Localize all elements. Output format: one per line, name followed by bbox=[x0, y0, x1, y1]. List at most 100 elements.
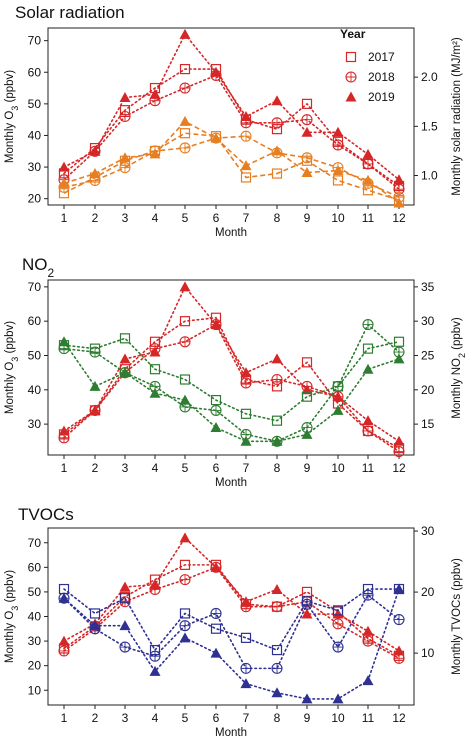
data-point-no2-o3-2018-m11 bbox=[362, 425, 374, 437]
data-point-tvocs-secondary-2019-m2 bbox=[89, 620, 101, 631]
data-point-tvocs-secondary-2018-m7 bbox=[240, 662, 252, 674]
y-axis-label-right: Monthly solar radiation (MJ/m²) bbox=[451, 37, 463, 196]
data-point-no2-secondary-2017-m5 bbox=[179, 374, 191, 385]
y-tick-label-right: 30 bbox=[421, 314, 435, 328]
data-point-solar-o3-2018-m10 bbox=[332, 139, 344, 151]
data-point-no2-o3-2017-m9 bbox=[301, 357, 313, 368]
data-point-no2-secondary-2019-m11 bbox=[362, 363, 374, 374]
data-point-no2-o3-2018-m7 bbox=[240, 377, 252, 389]
data-point-solar-secondary-2019-m9 bbox=[301, 167, 313, 178]
x-tick-label: 10 bbox=[331, 211, 345, 225]
x-tick-label: 4 bbox=[152, 711, 159, 725]
data-point-tvocs-o3-2019-m7 bbox=[240, 596, 252, 607]
x-tick-label: 2 bbox=[92, 461, 99, 475]
data-point-tvocs-o3-2019-m9 bbox=[301, 608, 313, 619]
data-point-tvocs-o3-2019-m4 bbox=[149, 579, 161, 590]
data-point-no2-o3-2019-m8 bbox=[271, 353, 283, 364]
y-tick-label-left: 50 bbox=[28, 348, 42, 362]
data-point-tvocs-secondary-2017-m6 bbox=[210, 623, 222, 634]
right-axis-label-no2: Monthly NO2 (ppbv) bbox=[451, 317, 467, 419]
x-tick-label: 4 bbox=[152, 211, 159, 225]
series-line-no2-o3-2017 bbox=[63, 316, 400, 449]
data-point-no2-secondary-2017-m12 bbox=[393, 336, 405, 347]
plot-frame-solar bbox=[47, 27, 415, 206]
series-line-solar-o3-2018 bbox=[63, 74, 400, 190]
x-tick-label: 11 bbox=[362, 711, 375, 725]
series-line-tvocs-o3-2018 bbox=[63, 566, 400, 660]
data-point-tvocs-secondary-2018-m11 bbox=[362, 589, 374, 601]
y-tick-label-left: 20 bbox=[28, 659, 42, 673]
y-tick-label-left: 60 bbox=[28, 65, 42, 79]
y-tick-label-left: 50 bbox=[28, 585, 42, 599]
x-tick-label: 2 bbox=[92, 711, 99, 725]
data-point-no2-o3-2019-m7 bbox=[240, 367, 252, 378]
data-point-no2-secondary-2019-m8 bbox=[271, 435, 283, 446]
y-tick-label-left: 50 bbox=[28, 97, 42, 111]
x-tick-label: 9 bbox=[304, 711, 311, 725]
data-point-solar-o3-2019-m8 bbox=[271, 95, 283, 106]
panel-title-no2: NO2 bbox=[22, 255, 55, 280]
data-point-solar-secondary-2017-m5 bbox=[179, 128, 191, 139]
y-tick-label-right: 30 bbox=[421, 524, 435, 538]
data-point-solar-o3-2019-m11 bbox=[362, 148, 374, 159]
data-point-tvocs-secondary-2019-m7 bbox=[240, 678, 252, 689]
x-tick-label: 3 bbox=[122, 711, 129, 725]
panel-title-tvocs: TVOCs bbox=[18, 505, 74, 524]
data-point-solar-secondary-2019-m3 bbox=[119, 152, 131, 163]
legend-marker-2018 bbox=[345, 71, 357, 83]
data-point-solar-secondary-2018-m9 bbox=[301, 152, 313, 164]
data-point-tvocs-secondary-2019-m10 bbox=[332, 693, 344, 704]
y-tick-label-left: 70 bbox=[28, 280, 42, 294]
data-point-no2-secondary-2017-m11 bbox=[362, 343, 374, 354]
data-point-tvocs-secondary-2017-m5 bbox=[179, 608, 191, 619]
data-point-tvocs-o3-2019-m6 bbox=[210, 561, 222, 572]
x-tick-label: 2 bbox=[92, 211, 99, 225]
series-line-no2-secondary-2018 bbox=[63, 323, 400, 443]
data-point-solar-secondary-2018-m7 bbox=[240, 130, 252, 142]
x-axis-label: Month bbox=[215, 477, 247, 489]
legend-marker-2017 bbox=[345, 51, 357, 63]
y-axis-label-left: Monthly O3 (ppbv) bbox=[4, 570, 20, 663]
y-axis-label-right: Monthly TVOCs (ppbv) bbox=[451, 558, 463, 675]
data-point-solar-o3-2019-m6 bbox=[210, 66, 222, 77]
data-point-solar-secondary-2019-m11 bbox=[362, 174, 374, 185]
series-line-no2-o3-2018 bbox=[63, 323, 400, 453]
data-point-no2-secondary-2018-m6 bbox=[210, 404, 222, 416]
x-tick-label: 10 bbox=[331, 711, 345, 725]
data-point-solar-o3-2018-m3 bbox=[119, 110, 131, 123]
data-point-tvocs-secondary-2019-m12 bbox=[393, 583, 405, 594]
x-tick-label: 12 bbox=[392, 711, 406, 725]
data-point-no2-o3-2018-m8 bbox=[271, 373, 283, 386]
legend-marker-2019 bbox=[345, 91, 357, 102]
y-tick-label-right: 2.0 bbox=[421, 70, 438, 84]
data-point-tvocs-o3-2019-m3 bbox=[119, 581, 131, 592]
x-tick-label: 8 bbox=[274, 461, 281, 475]
data-point-tvocs-o3-2018-m11 bbox=[362, 635, 374, 647]
x-tick-label: 12 bbox=[392, 211, 406, 225]
data-point-solar-secondary-2019-m5 bbox=[179, 115, 191, 126]
series-line-no2-secondary-2017 bbox=[63, 337, 400, 422]
series-line-solar-secondary-2017 bbox=[63, 132, 400, 201]
x-tick-label: 9 bbox=[304, 461, 311, 475]
data-point-tvocs-secondary-2019-m4 bbox=[149, 665, 161, 676]
data-point-solar-o3-2019-m10 bbox=[332, 126, 344, 137]
y-tick-label-left: 30 bbox=[28, 634, 42, 648]
data-point-tvocs-secondary-2018-m10 bbox=[332, 641, 344, 653]
legend-label-2019: 2019 bbox=[368, 90, 395, 104]
data-point-solar-o3-2019-m7 bbox=[240, 111, 252, 121]
x-tick-label: 9 bbox=[304, 211, 311, 225]
data-point-solar-secondary-2019-m10 bbox=[332, 165, 344, 176]
data-point-tvocs-secondary-2019-m5 bbox=[179, 632, 191, 643]
data-point-no2-secondary-2019-m1 bbox=[58, 336, 70, 347]
data-point-tvocs-o3-2019-m11 bbox=[362, 625, 374, 636]
data-point-tvocs-o3-2018-m8 bbox=[271, 601, 283, 613]
x-axis-label: Month bbox=[215, 727, 247, 739]
data-point-tvocs-o3-2018-m10 bbox=[332, 618, 344, 630]
data-point-tvocs-secondary-2018-m9 bbox=[301, 598, 313, 610]
plot-frame-tvocs bbox=[47, 527, 415, 706]
x-tick-label: 10 bbox=[331, 461, 345, 475]
data-point-no2-secondary-2019-m10 bbox=[332, 404, 344, 415]
x-tick-label: 11 bbox=[362, 461, 375, 475]
data-point-tvocs-secondary-2017-m8 bbox=[271, 644, 283, 656]
data-point-no2-secondary-2018-m2 bbox=[89, 346, 101, 358]
